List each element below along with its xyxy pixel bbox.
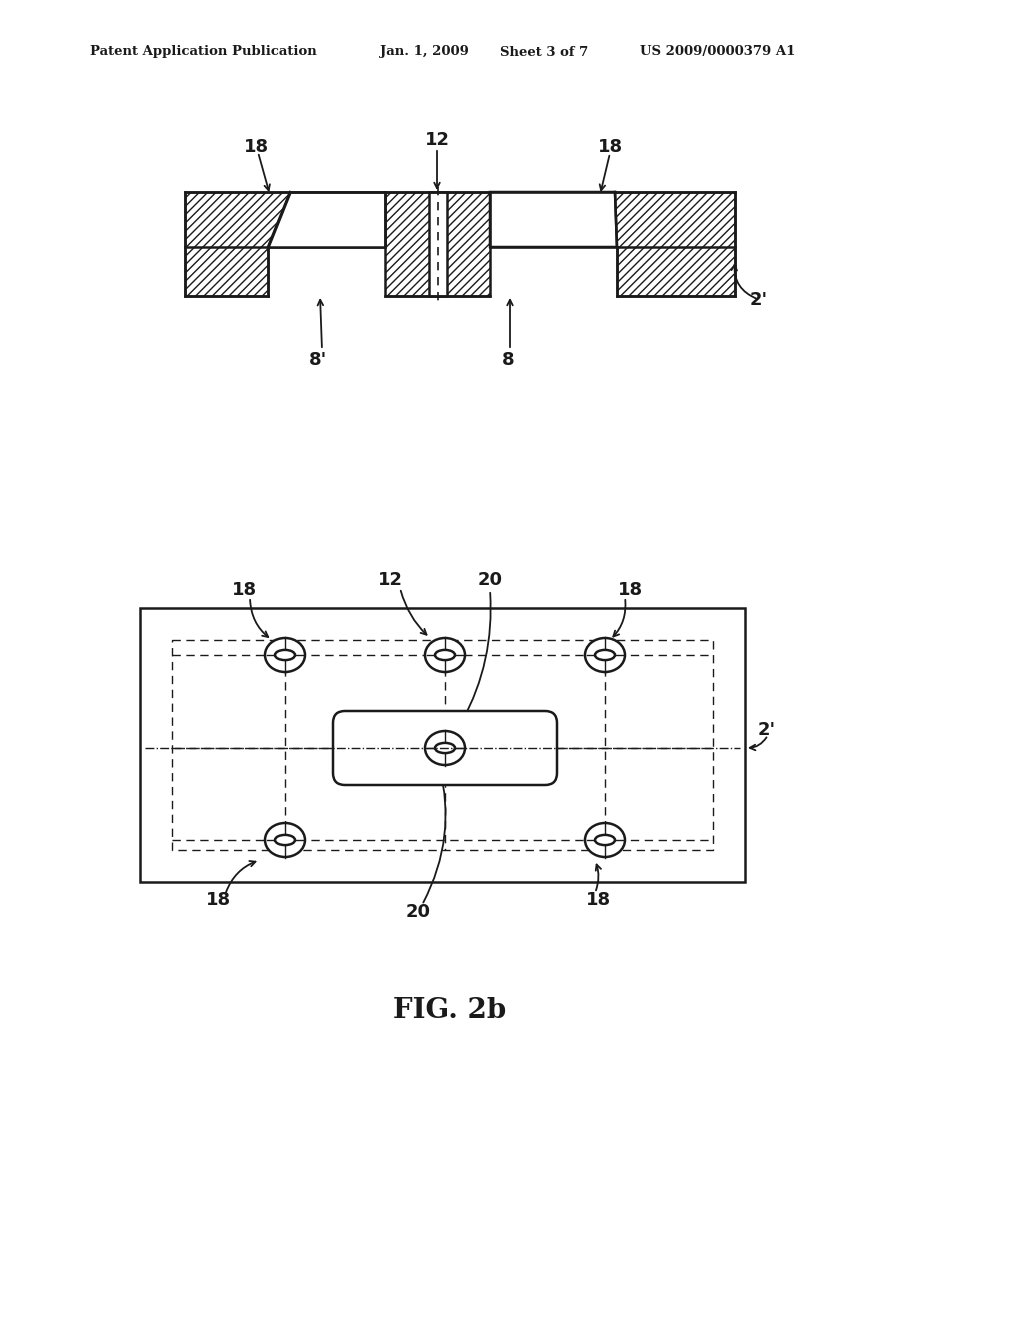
Ellipse shape <box>265 822 305 857</box>
Polygon shape <box>268 191 385 247</box>
Text: 8': 8' <box>309 351 327 370</box>
Polygon shape <box>490 191 617 247</box>
Text: 18: 18 <box>245 139 269 156</box>
Text: Jan. 1, 2009: Jan. 1, 2009 <box>380 45 469 58</box>
Polygon shape <box>385 191 490 296</box>
Text: 18: 18 <box>206 891 230 909</box>
Text: 20: 20 <box>406 903 430 921</box>
Ellipse shape <box>435 743 455 754</box>
Text: US 2009/0000379 A1: US 2009/0000379 A1 <box>640 45 796 58</box>
Polygon shape <box>185 191 385 296</box>
Ellipse shape <box>435 649 455 660</box>
Ellipse shape <box>585 638 625 672</box>
FancyBboxPatch shape <box>333 711 557 785</box>
Ellipse shape <box>595 836 615 845</box>
Text: 2': 2' <box>750 290 768 309</box>
Polygon shape <box>490 191 735 296</box>
Text: Sheet 3 of 7: Sheet 3 of 7 <box>500 45 588 58</box>
Ellipse shape <box>595 649 615 660</box>
Ellipse shape <box>275 649 295 660</box>
Ellipse shape <box>275 836 295 845</box>
Text: 18: 18 <box>586 891 610 909</box>
Text: 12: 12 <box>425 131 450 149</box>
Ellipse shape <box>585 822 625 857</box>
Ellipse shape <box>425 638 465 672</box>
Text: FIG. 2b: FIG. 2b <box>393 997 507 1023</box>
Text: 20: 20 <box>477 572 503 589</box>
Ellipse shape <box>425 731 465 766</box>
Text: 8: 8 <box>502 351 514 370</box>
Ellipse shape <box>265 638 305 672</box>
Text: 2': 2' <box>758 721 776 739</box>
Polygon shape <box>428 191 446 296</box>
Text: Patent Application Publication: Patent Application Publication <box>90 45 316 58</box>
Text: 18: 18 <box>617 581 643 599</box>
Text: 12: 12 <box>378 572 402 589</box>
Text: 18: 18 <box>597 139 623 156</box>
Bar <box>140 609 745 882</box>
Text: 18: 18 <box>232 581 258 599</box>
